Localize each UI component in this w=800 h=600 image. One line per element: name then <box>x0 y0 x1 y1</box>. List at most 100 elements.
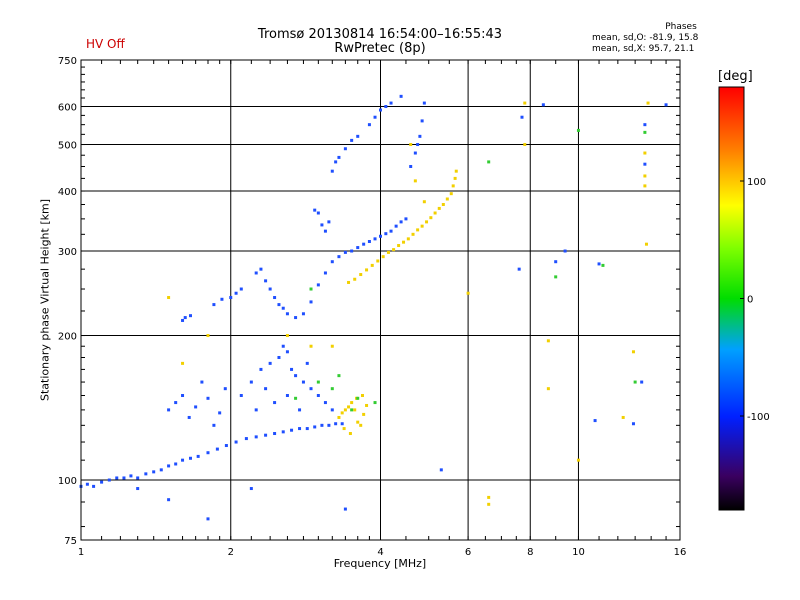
data-point <box>523 143 527 147</box>
data-point <box>249 380 253 384</box>
data-point <box>167 464 171 468</box>
data-point <box>342 427 346 431</box>
data-point <box>422 200 426 204</box>
data-point <box>399 94 403 98</box>
data-point <box>313 425 317 429</box>
data-point <box>397 244 401 248</box>
y-tick-label: 400 <box>58 187 77 198</box>
data-point <box>348 432 352 436</box>
data-point <box>122 476 126 480</box>
data-point <box>285 334 289 338</box>
data-point <box>174 401 178 405</box>
data-point <box>273 401 277 405</box>
data-point <box>520 115 524 119</box>
data-point <box>136 476 140 480</box>
y-tick-label: 100 <box>58 476 77 487</box>
data-point <box>356 246 360 250</box>
data-point <box>404 217 408 221</box>
data-point <box>381 255 385 259</box>
data-point <box>392 248 396 252</box>
data-point <box>576 458 580 462</box>
data-point <box>373 115 377 119</box>
data-point <box>305 427 309 431</box>
data-point <box>316 211 320 215</box>
data-point <box>643 162 647 166</box>
phase-statistics: Phases mean, sd,O: -81.9, 15.8 mean, sd,… <box>592 22 742 55</box>
x-tick-label: 1 <box>78 547 84 558</box>
data-point <box>254 271 258 275</box>
data-point <box>334 160 338 164</box>
grid-layer <box>81 60 680 540</box>
data-point <box>298 408 302 412</box>
data-point <box>343 147 347 151</box>
data-point <box>290 367 294 371</box>
data-point <box>409 143 413 147</box>
data-point <box>323 229 327 233</box>
data-point <box>439 468 443 472</box>
data-point <box>264 279 268 283</box>
data-point <box>320 223 324 227</box>
data-point <box>340 422 344 426</box>
data-point <box>643 151 647 155</box>
data-point <box>554 260 558 264</box>
data-point <box>563 249 567 253</box>
y-tick-label: 750 <box>58 56 77 67</box>
data-point <box>445 197 449 201</box>
data-point <box>433 211 437 215</box>
data-point <box>631 422 635 426</box>
data-point <box>174 462 178 466</box>
data-point <box>541 103 545 107</box>
data-point <box>212 303 216 307</box>
data-point <box>183 316 187 320</box>
data-point <box>379 108 382 112</box>
data-point <box>305 361 309 365</box>
data-point <box>294 374 298 378</box>
data-point <box>107 478 111 482</box>
data-point <box>144 472 148 476</box>
data-point <box>330 408 334 412</box>
data-point <box>413 179 417 183</box>
data-point <box>181 394 185 398</box>
data-point <box>337 415 341 419</box>
data-point <box>429 216 433 220</box>
y-tick-label: 300 <box>58 247 77 258</box>
data-point <box>420 224 424 228</box>
x-tick-label: 16 <box>674 547 687 558</box>
data-point <box>365 268 369 272</box>
data-point <box>206 517 210 521</box>
data-point <box>244 437 248 441</box>
data-point <box>167 498 171 502</box>
data-points-layer <box>79 94 668 521</box>
data-point <box>389 101 393 105</box>
data-point <box>337 155 341 159</box>
data-point <box>188 456 192 460</box>
data-point <box>367 123 371 127</box>
data-point <box>343 250 347 254</box>
data-point <box>196 454 200 458</box>
data-point <box>633 380 637 384</box>
data-point <box>350 138 354 142</box>
data-point <box>330 169 334 173</box>
data-point <box>422 101 426 105</box>
data-point <box>487 502 491 506</box>
data-point <box>254 408 258 412</box>
data-point <box>239 287 243 291</box>
data-point <box>188 314 192 318</box>
data-point <box>337 255 341 259</box>
data-point <box>323 401 327 405</box>
data-point <box>259 267 263 271</box>
data-point <box>220 297 224 301</box>
data-point <box>356 420 360 424</box>
phase-stat-o: mean, sd,O: -81.9, 15.8 <box>592 33 699 43</box>
data-point <box>402 240 406 244</box>
data-point <box>268 287 272 291</box>
data-point <box>362 412 366 416</box>
data-point <box>353 277 357 281</box>
data-point <box>181 361 185 365</box>
data-point <box>281 306 285 310</box>
data-point <box>298 427 302 431</box>
axes-layer: 1 2 4 8 16 6 10 75 100 200 300 400 500 600 750 <box>58 56 686 558</box>
chart-subtitle: RwPretec (8p) <box>334 41 426 56</box>
data-point <box>643 123 647 127</box>
